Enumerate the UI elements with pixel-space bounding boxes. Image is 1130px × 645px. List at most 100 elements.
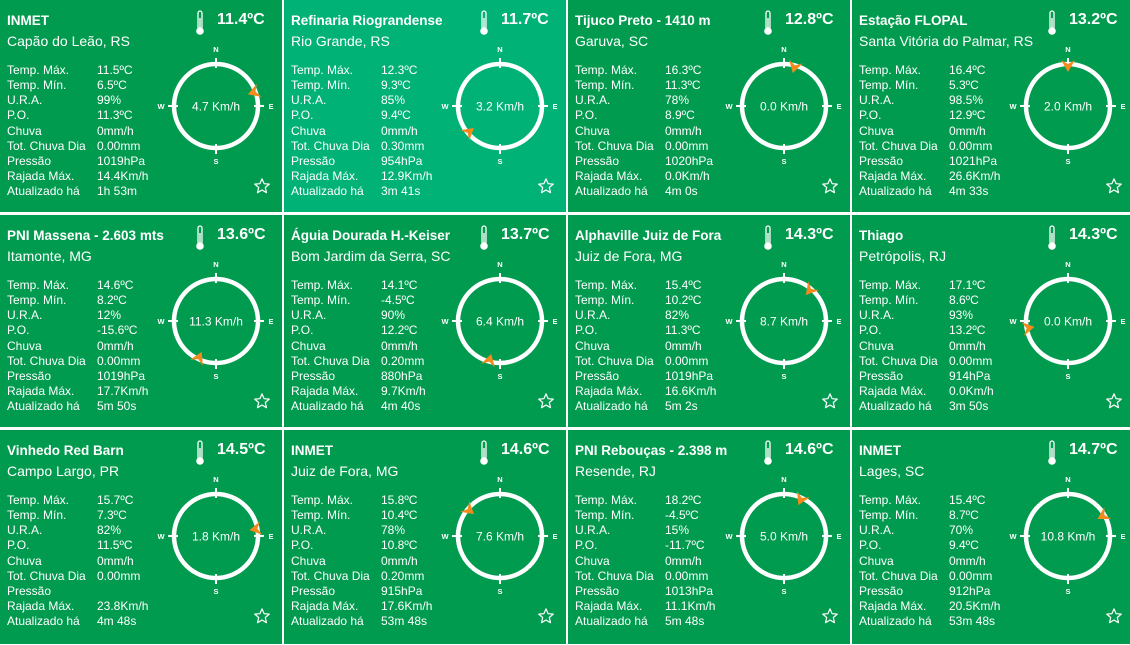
stat-value: -11.7ºC [665, 538, 705, 553]
favorite-star-icon[interactable] [537, 177, 555, 195]
stat-label: P.O. [575, 538, 598, 553]
compass-w-label: W [157, 532, 165, 541]
stat-row-pressure: Pressão 1019hPa [7, 369, 148, 384]
stat-row-min: Temp. Mín. 10.4ºC [291, 508, 432, 523]
stat-row-rain: Chuva 0mm/h [291, 124, 432, 139]
favorite-star-icon[interactable] [1105, 607, 1123, 625]
station-card[interactable]: INMET Lages, SC 14.7ºC Temp. Máx. 15.4ºC Temp… [852, 430, 1130, 644]
stat-value: 1019hPa [97, 368, 146, 383]
stat-value: 15.4ºC [949, 493, 986, 507]
station-card[interactable]: Estação FLOPAL Santa Vitória do Palmar, R… [852, 0, 1130, 212]
stat-row-updated: Atualizado há 5m 50s [7, 399, 148, 414]
station-card[interactable]: PNI Massena - 2.603 mts Itamonte, MG 13.6º… [0, 215, 282, 427]
stat-label: Temp. Máx. [575, 493, 638, 507]
wind-compass: N S W E 10.8 Km/h [1009, 476, 1125, 596]
compass-n-label: N [1065, 476, 1070, 484]
stat-label: Temp. Máx. [7, 278, 70, 292]
station-card[interactable]: Tijuco Preto - 1410 m Garuva, SC 12.8ºC Tem… [568, 0, 850, 212]
current-temperature: 14.5ºC [217, 441, 266, 458]
compass-w-label: W [1009, 317, 1017, 326]
stat-value: 0mm/h [949, 123, 986, 138]
stat-value: 0mm/h [97, 553, 134, 568]
station-card[interactable]: PNI Rebouças - 2.398 m Resende, RJ 14.6ºC T… [568, 430, 850, 644]
stat-value: 85% [381, 93, 406, 108]
current-temperature: 14.6ºC [785, 441, 834, 458]
station-name: Águia Dourada H.-Keiser [291, 228, 451, 243]
stat-row-max: Temp. Máx. 14.1ºC [291, 278, 426, 293]
stat-row-ura: U.R.A. 99% [7, 93, 148, 108]
favorite-star-icon[interactable] [537, 607, 555, 625]
station-stats: Temp. Máx. 15.8ºC Temp. Mín. 10.4ºC U.R.A. 78… [291, 493, 432, 629]
stat-label: Pressão [7, 368, 52, 383]
stat-label: Atualizado há [291, 184, 364, 199]
favorite-star-icon[interactable] [537, 392, 555, 410]
stat-row-po: P.O. 9.4ºC [859, 538, 1000, 553]
stat-label: P.O. [859, 108, 882, 123]
stat-label: Pressão [859, 583, 904, 598]
stat-label: U.R.A. [575, 308, 611, 323]
stat-row-pressure: Pressão 954hPa [291, 154, 432, 169]
stat-label: Temp. Mín. [291, 293, 351, 308]
compass-e-label: E [1120, 532, 1125, 541]
compass-n-label: N [497, 46, 502, 54]
compass-w-label: W [157, 317, 165, 326]
stat-row-rain: Chuva 0mm/h [575, 339, 716, 354]
compass-s-label: S [1065, 372, 1070, 381]
stat-value: 0mm/h [665, 338, 702, 353]
stat-row-max: Temp. Máx. 15.4ºC [859, 493, 1000, 508]
wind-speed: 6.4 Km/h [476, 315, 524, 329]
station-card[interactable]: Thiago Petrópolis, RJ 14.3ºC Temp. Máx. 17.1… [852, 215, 1130, 427]
favorite-star-icon[interactable] [1105, 392, 1123, 410]
favorite-star-icon[interactable] [253, 392, 271, 410]
favorite-star-icon[interactable] [821, 392, 839, 410]
stat-row-ura: U.R.A. 98.5% [859, 93, 1000, 108]
stat-value: 15% [665, 523, 690, 538]
station-location: Rio Grande, RS [291, 33, 390, 49]
wind-compass: N S W E 6.4 Km/h [441, 261, 557, 381]
station-card[interactable]: INMET Juiz de Fora, MG 14.6ºC Temp. Máx. 15.… [284, 430, 566, 644]
thermometer-icon [480, 225, 488, 250]
compass-n-label: N [213, 261, 218, 269]
stat-value: 14.6ºC [97, 278, 134, 292]
stat-label: Chuva [291, 338, 326, 353]
station-card[interactable]: Vinhedo Red Barn Campo Largo, PR 14.5ºC Tem… [0, 430, 282, 644]
stat-row-ura: U.R.A. 15% [575, 523, 715, 538]
stat-row-pressure: Pressão [7, 584, 148, 599]
station-card[interactable]: INMET Capão do Leão, RS 11.4ºC Temp. Máx. 11… [0, 0, 282, 212]
stat-label: Atualizado há [859, 614, 932, 629]
favorite-star-icon[interactable] [821, 607, 839, 625]
stat-row-ura: U.R.A. 82% [7, 523, 148, 538]
compass-w-label: W [725, 102, 733, 111]
stat-value: 14.4Km/h [97, 169, 149, 184]
stat-value: 3m 41s [381, 184, 421, 199]
favorite-star-icon[interactable] [1105, 177, 1123, 195]
compass-e-label: E [268, 102, 273, 111]
station-card[interactable]: Águia Dourada H.-Keiser Bom Jardim da Ser… [284, 215, 566, 427]
favorite-star-icon[interactable] [253, 177, 271, 195]
thermometer-icon [764, 10, 772, 35]
stat-row-rain-day: Tot. Chuva Dia 0.00mm [7, 354, 148, 369]
stat-row-rain: Chuva 0mm/h [575, 124, 713, 139]
station-name: Estação FLOPAL [859, 13, 968, 28]
station-location: Lages, SC [859, 463, 925, 479]
current-temperature: 14.3ºC [1069, 226, 1118, 243]
favorite-star-icon[interactable] [821, 177, 839, 195]
stat-value: 12.9ºC [949, 108, 986, 123]
station-card[interactable]: Alphaville Juiz de Fora Juiz de Fora, MG 1… [568, 215, 850, 427]
wind-direction-arrow-icon [190, 351, 203, 366]
stat-label: U.R.A. [575, 93, 611, 108]
station-name: Tijuco Preto - 1410 m [575, 13, 711, 28]
current-temperature: 11.4ºC [217, 11, 265, 28]
stat-row-gust: Rajada Máx. 11.1Km/h [575, 599, 715, 614]
stat-value: 9.7Km/h [381, 384, 426, 399]
favorite-star-icon[interactable] [253, 607, 271, 625]
thermometer-icon [480, 440, 488, 465]
stat-label: Rajada Máx. [575, 599, 643, 614]
wind-direction-arrow-icon [460, 127, 474, 141]
compass-e-label: E [552, 102, 557, 111]
stat-value: 0.00mm [949, 568, 993, 583]
stat-row-min: Temp. Mín. 5.3ºC [859, 78, 1000, 93]
station-card[interactable]: Refinaria Riograndense Rio Grande, RS 11.7… [284, 0, 566, 212]
stat-row-gust: Rajada Máx. 0.0Km/h [575, 169, 713, 184]
stat-row-min: Temp. Mín. 7.3ºC [7, 508, 148, 523]
